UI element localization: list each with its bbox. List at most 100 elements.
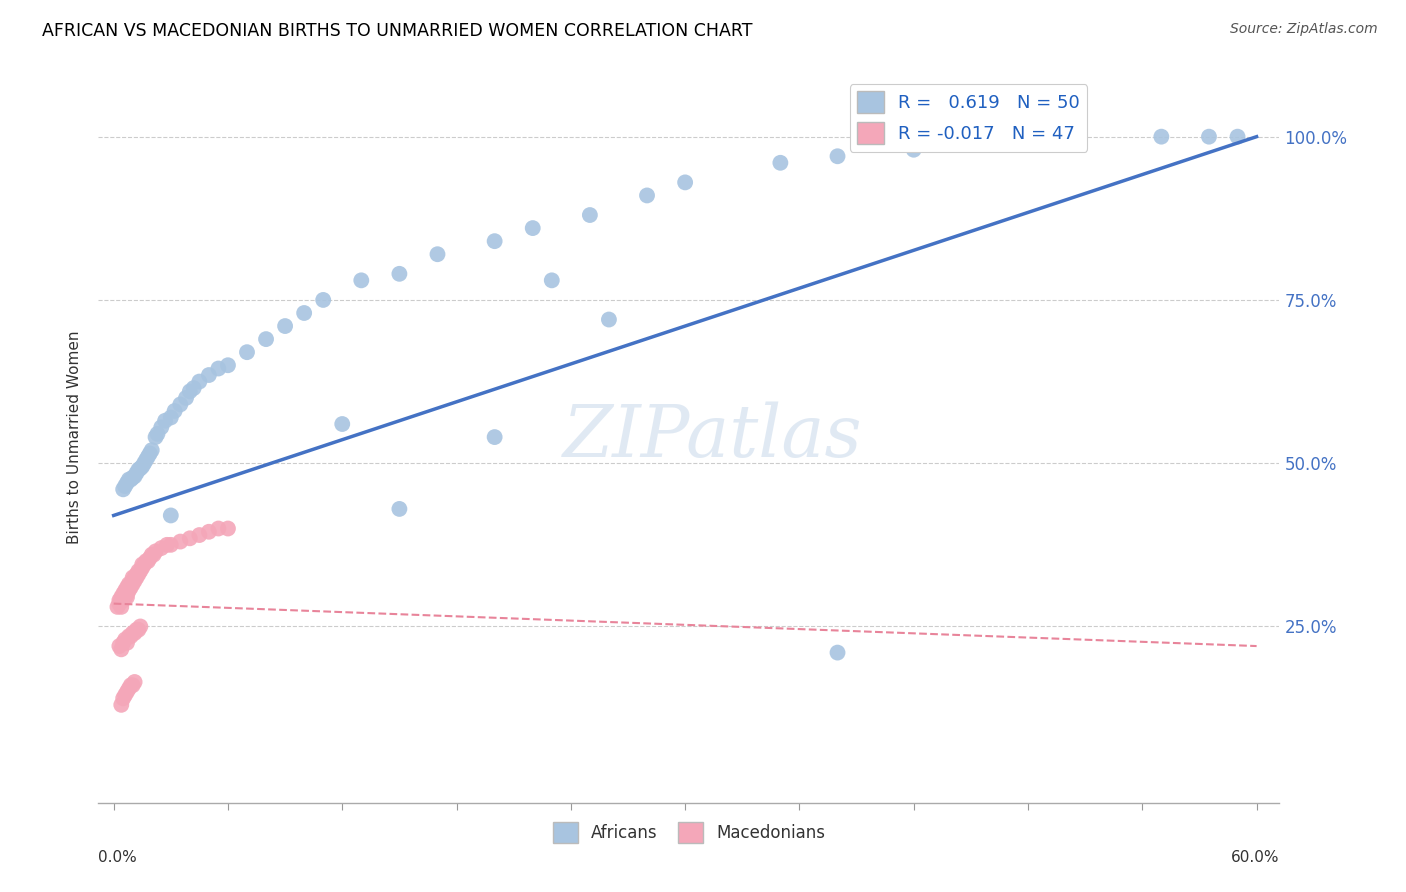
Point: [827, 646, 849, 660]
Point: [150, 420, 173, 434]
Point: [159, 508, 181, 523]
Point: [579, 208, 602, 222]
Point: [124, 570, 146, 584]
Point: [114, 590, 136, 604]
Point: [484, 234, 506, 248]
Point: [159, 410, 181, 425]
Point: [207, 521, 229, 535]
Point: [129, 461, 152, 475]
Point: [127, 567, 149, 582]
Y-axis label: Births to Unmarried Women: Births to Unmarried Women: [67, 330, 83, 544]
Point: [141, 443, 163, 458]
Point: [110, 599, 132, 614]
Point: [903, 143, 925, 157]
Point: [136, 450, 159, 464]
Point: [827, 149, 849, 163]
Point: [125, 623, 148, 637]
Point: [540, 273, 562, 287]
Point: [150, 541, 173, 555]
Point: [114, 632, 136, 647]
Point: [388, 502, 411, 516]
Point: [1150, 129, 1173, 144]
Point: [131, 459, 153, 474]
Point: [522, 221, 544, 235]
Point: [129, 564, 152, 578]
Point: [115, 475, 138, 490]
Text: AFRICAN VS MACEDONIAN BIRTHS TO UNMARRIED WOMEN CORRELATION CHART: AFRICAN VS MACEDONIAN BIRTHS TO UNMARRIE…: [42, 22, 752, 40]
Point: [112, 590, 135, 604]
Point: [124, 675, 146, 690]
Point: [124, 574, 146, 588]
Point: [114, 479, 136, 493]
Point: [124, 469, 146, 483]
Point: [121, 470, 143, 484]
Point: [112, 636, 135, 650]
Point: [121, 574, 143, 588]
Point: [484, 430, 506, 444]
Point: [112, 691, 135, 706]
Point: [114, 688, 136, 702]
Point: [183, 381, 205, 395]
Legend: Africans, Macedonians: Africans, Macedonians: [546, 815, 832, 849]
Point: [121, 570, 143, 584]
Point: [198, 368, 221, 382]
Point: [179, 531, 201, 545]
Point: [217, 521, 239, 535]
Point: [145, 544, 167, 558]
Point: [125, 466, 148, 480]
Point: [146, 426, 169, 441]
Text: 0.0%: 0.0%: [98, 850, 138, 865]
Point: [110, 698, 132, 712]
Point: [118, 473, 141, 487]
Point: [121, 626, 143, 640]
Point: [292, 306, 315, 320]
Point: [121, 577, 143, 591]
Point: [115, 590, 138, 604]
Point: [107, 599, 129, 614]
Point: [125, 570, 148, 584]
Point: [114, 587, 136, 601]
Point: [198, 524, 221, 539]
Point: [118, 583, 141, 598]
Point: [254, 332, 277, 346]
Text: 60.0%: 60.0%: [1232, 850, 1279, 865]
Point: [135, 453, 157, 467]
Point: [112, 593, 135, 607]
Point: [124, 626, 146, 640]
Point: [1198, 129, 1220, 144]
Point: [136, 554, 159, 568]
Point: [134, 456, 156, 470]
Point: [169, 534, 191, 549]
Point: [118, 681, 141, 696]
Point: [174, 391, 197, 405]
Point: [112, 587, 135, 601]
Point: [141, 548, 163, 562]
Point: [135, 554, 157, 568]
Point: [118, 577, 141, 591]
Point: [121, 678, 143, 692]
Point: [598, 312, 620, 326]
Point: [118, 580, 141, 594]
Point: [673, 175, 696, 189]
Point: [169, 397, 191, 411]
Point: [207, 361, 229, 376]
Point: [350, 273, 373, 287]
Point: [127, 623, 149, 637]
Point: [312, 293, 335, 307]
Point: [145, 430, 167, 444]
Point: [127, 463, 149, 477]
Point: [110, 642, 132, 657]
Point: [127, 564, 149, 578]
Point: [110, 590, 132, 604]
Point: [274, 319, 297, 334]
Point: [131, 558, 153, 572]
Point: [120, 580, 142, 594]
Point: [115, 636, 138, 650]
Point: [139, 446, 162, 460]
Point: [115, 580, 138, 594]
Point: [120, 473, 142, 487]
Point: [134, 558, 156, 572]
Point: [115, 587, 138, 601]
Point: [330, 417, 353, 431]
Point: [125, 567, 148, 582]
